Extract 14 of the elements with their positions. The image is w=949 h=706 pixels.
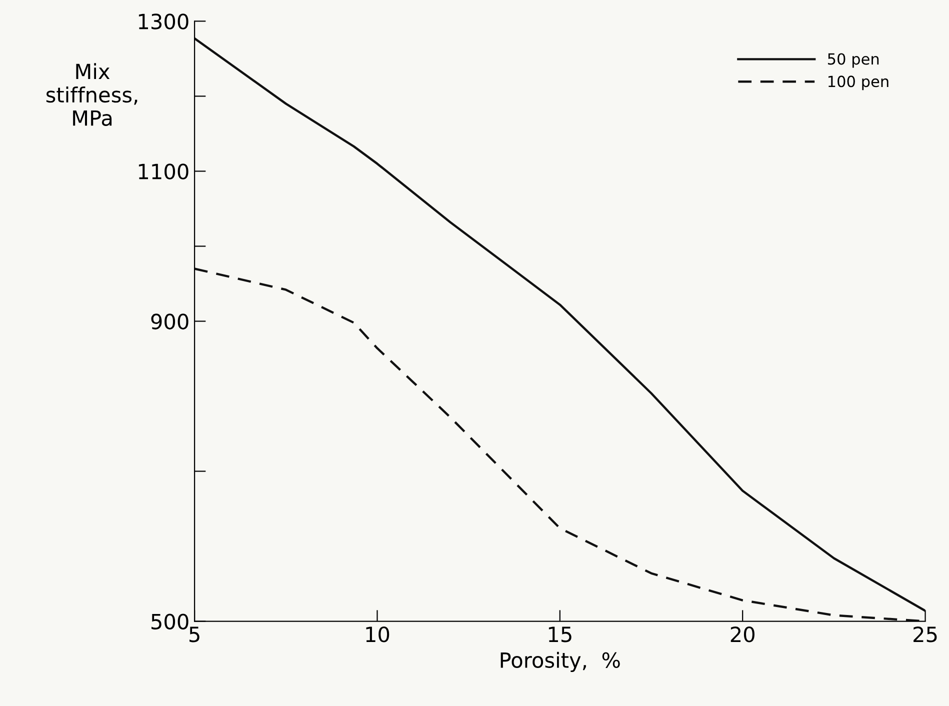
x-tick-label: 15 (548, 626, 572, 642)
y-tick-label: 900 (151, 314, 188, 330)
legend-label: 50 pen (828, 53, 879, 68)
x-axis-title: Porosity, % (500, 652, 620, 672)
y-tick-label: 500 (152, 614, 188, 630)
line-series (194, 37, 926, 612)
y-tick-label: 1300 (138, 14, 188, 30)
y-axis-title: Mix stiffness, MPa (46, 63, 138, 126)
x-tick-label: 20 (730, 626, 754, 642)
x-tick-label: 5 (190, 626, 200, 642)
x-tick-label: 10 (366, 626, 390, 642)
y-tick-label: 1100 (138, 164, 188, 180)
x-tick-label: 25 (914, 626, 937, 642)
legend-label: 100 pen (828, 76, 888, 90)
